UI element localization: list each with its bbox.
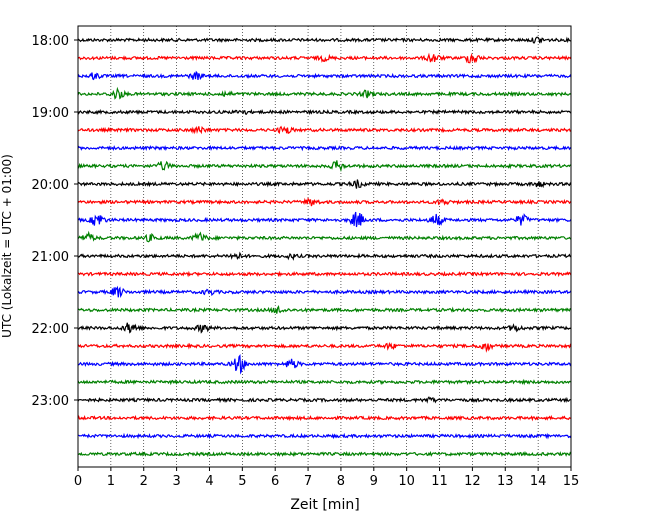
trace-row [77,211,572,228]
y-axis-label: UTC (Lokalzeit = UTC + 01:00) [0,154,14,338]
y-tick-label: 20:00 [32,178,69,193]
trace-row [77,396,571,404]
trace-row [77,36,572,44]
trace-row [77,354,572,375]
trace-row [77,197,572,207]
x-tick-label: 5 [238,474,246,489]
x-tick-label: 12 [464,474,481,489]
x-tick-label: 15 [563,474,580,489]
trace-row [77,450,572,458]
x-tick-label: 1 [107,474,115,489]
y-axis-ticks: 18:00 19:00 20:00 21:00 22:00 23:00 [32,34,78,409]
trace-row [77,341,572,353]
x-tick-label: 0 [74,474,82,489]
trace-row [77,179,572,189]
x-tick-label: 14 [530,474,547,489]
trace-row [77,251,572,261]
seismic-traces [77,36,572,458]
y-tick-label: 21:00 [32,250,69,265]
plot-frame [77,25,572,468]
x-tick-label: 6 [271,474,279,489]
y-tick-label: 18:00 [32,34,69,49]
trace-row [77,86,572,100]
x-tick-label: 8 [337,474,345,489]
trace-row [77,144,572,152]
x-tick-label: 4 [205,474,213,489]
trace-row [77,52,572,64]
x-tick-label: 9 [370,474,378,489]
y-tick-label: 22:00 [32,322,69,337]
x-axis-ticks: 0 1 2 3 4 5 6 7 8 9 10 11 12 13 14 15 [74,467,579,489]
x-tick-label: 11 [431,474,448,489]
trace-row [77,414,572,422]
trace-row [77,70,572,81]
trace-row [77,125,572,135]
x-tick-label: 7 [304,474,312,489]
trace-row [77,270,572,278]
trace-row [77,322,572,334]
trace-row [77,230,572,243]
trace-row [78,432,572,440]
x-tick-label: 2 [140,474,148,489]
x-axis-label: Zeit [min] [290,497,359,513]
y-tick-label: 19:00 [32,106,69,121]
trace-row [77,108,572,116]
trace-row [77,160,572,173]
y-tick-label: 23:00 [32,394,69,409]
x-tick-label: 3 [172,474,180,489]
x-tick-label: 13 [497,474,514,489]
trace-row [77,378,572,386]
trace-row [77,305,572,314]
x-tick-label: 10 [398,474,415,489]
trace-row [77,285,572,299]
